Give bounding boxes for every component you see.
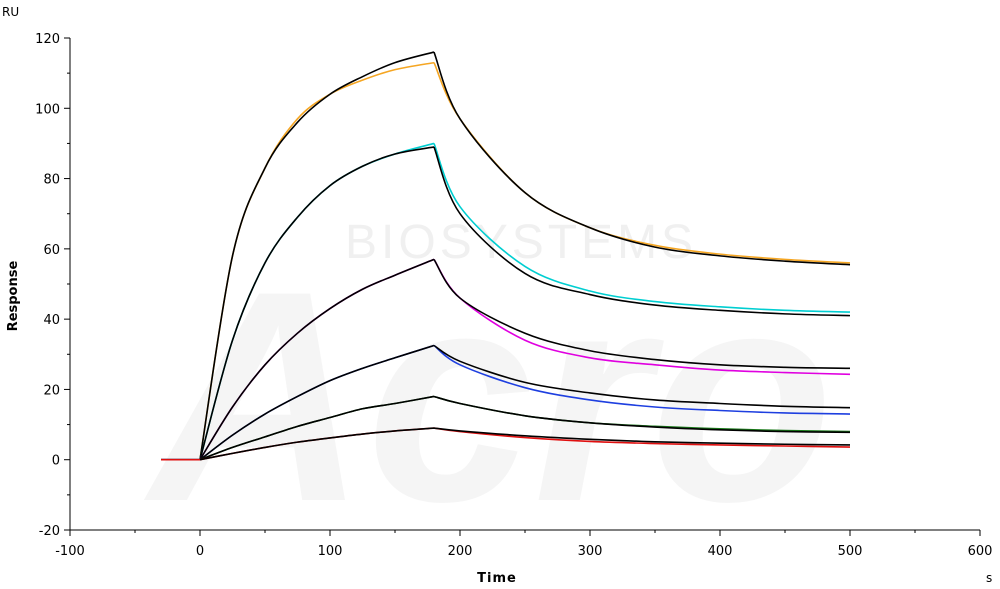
y-tick-label: 20 — [43, 383, 60, 398]
x-tick-label: 300 — [578, 544, 603, 559]
x-axis-title: Time — [477, 571, 517, 586]
x-unit-label: s — [986, 571, 992, 585]
x-tick-label: -100 — [55, 544, 85, 559]
y-unit-label: RU — [2, 5, 19, 19]
series-6 — [199, 258, 851, 461]
x-tick-label: 500 — [838, 544, 863, 559]
y-axis-title: Response — [6, 261, 21, 332]
series-layer — [161, 51, 851, 461]
x-tick-label: 0 — [196, 544, 204, 559]
series-line — [199, 395, 851, 461]
series-2 — [199, 51, 851, 460]
x-tick-label: 400 — [708, 544, 733, 559]
x-tick-label: 100 — [318, 544, 343, 559]
y-tick-label: 40 — [43, 313, 60, 328]
series-4 — [199, 146, 851, 460]
series-line — [199, 427, 851, 461]
axes: -20 0 20 40 60 80 100 120 -100 0 100 200 300 400 500 60… — [35, 32, 992, 559]
series-8 — [199, 344, 851, 461]
series-10 — [199, 395, 851, 461]
y-tick-label: 80 — [43, 173, 60, 188]
series-line — [199, 146, 851, 460]
series-line — [199, 258, 851, 461]
y-tick-label: 120 — [35, 32, 60, 47]
x-tick-label: 600 — [968, 544, 993, 559]
y-tick-label: 60 — [43, 243, 60, 258]
series-line — [199, 344, 851, 461]
watermark-logo-text: Acro — [141, 228, 834, 564]
y-tick-label: 0 — [52, 454, 60, 469]
y-tick-label: 100 — [35, 102, 60, 117]
series-12 — [199, 427, 851, 461]
series-line — [199, 51, 851, 460]
x-tick-label: 200 — [448, 544, 473, 559]
y-tick-label: -20 — [39, 524, 60, 539]
